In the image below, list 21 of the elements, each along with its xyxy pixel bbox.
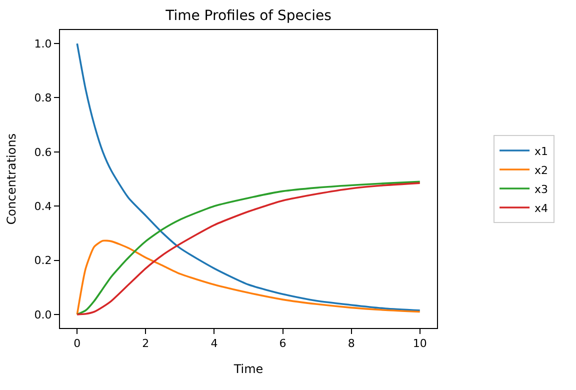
- y-axis-title: Concentrations: [4, 133, 19, 225]
- x-tick-label: 6: [279, 337, 286, 350]
- line-series: [76, 240, 421, 316]
- x-axis-title: Time: [232, 362, 264, 376]
- y-tick-label: 0.6: [34, 146, 52, 159]
- legend-label: x2: [534, 164, 548, 177]
- x-tick-label: 4: [210, 337, 218, 350]
- legend-label: x1: [534, 144, 548, 158]
- x-tick-label: 0: [74, 337, 81, 350]
- y-tick-label: 0.4: [34, 200, 52, 213]
- x-tick-label: 10: [412, 337, 427, 350]
- y-tick-label: 0.0: [34, 308, 52, 322]
- line-series: [76, 42, 421, 312]
- chart-title: Time Profiles of Species: [164, 8, 332, 24]
- y-tick-label: 0.8: [34, 92, 52, 105]
- legend-label: x3: [534, 182, 548, 196]
- legend-label: x4: [534, 202, 548, 215]
- x-tick-label: 8: [348, 337, 355, 350]
- y-tick-label: 0.2: [34, 254, 52, 268]
- y-tick-label: 1.0: [34, 37, 52, 50]
- x-tick-label: 2: [142, 337, 150, 350]
